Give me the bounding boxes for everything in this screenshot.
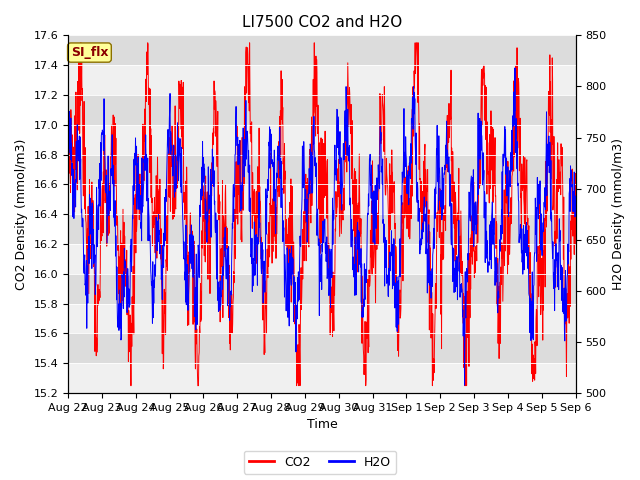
Y-axis label: CO2 Density (mmol/m3): CO2 Density (mmol/m3) bbox=[15, 139, 28, 290]
Text: SI_flx: SI_flx bbox=[70, 46, 108, 59]
Bar bbox=[68, 125, 575, 155]
Bar bbox=[68, 184, 575, 214]
Bar bbox=[68, 274, 575, 304]
Bar bbox=[68, 334, 575, 363]
Bar bbox=[68, 214, 575, 244]
Title: LI7500 CO2 and H2O: LI7500 CO2 and H2O bbox=[242, 15, 402, 30]
Bar bbox=[68, 363, 575, 393]
Bar bbox=[68, 95, 575, 125]
X-axis label: Time: Time bbox=[307, 419, 337, 432]
Bar bbox=[68, 244, 575, 274]
Y-axis label: H2O Density (mmol/m3): H2O Density (mmol/m3) bbox=[612, 138, 625, 290]
Legend: CO2, H2O: CO2, H2O bbox=[244, 451, 396, 474]
Bar bbox=[68, 155, 575, 184]
Bar bbox=[68, 304, 575, 334]
Bar bbox=[68, 65, 575, 95]
Bar bbox=[68, 36, 575, 65]
